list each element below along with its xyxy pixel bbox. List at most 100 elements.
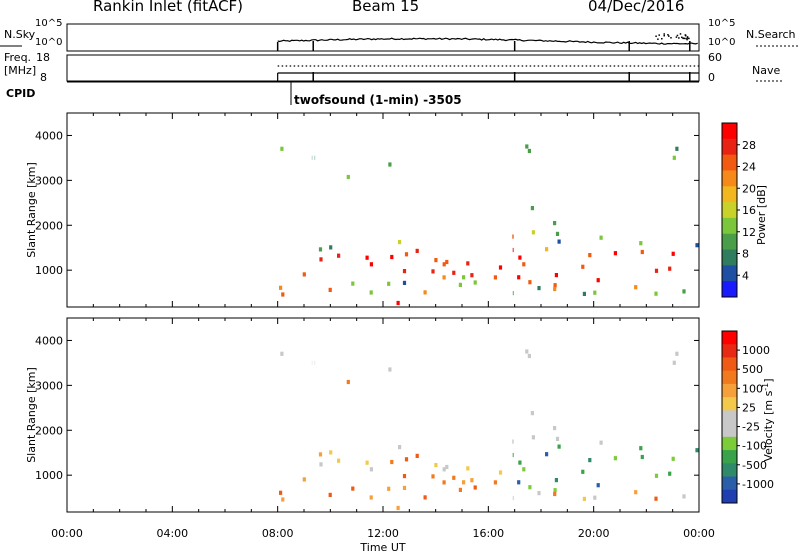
- velocity-cell: [654, 496, 658, 501]
- time-axis: 00:00 04:00 08:00 12:00 16:00 20:00 00:00: [51, 527, 715, 540]
- nsearch-dot: [685, 37, 687, 40]
- velocity-cell: [402, 485, 407, 490]
- freq-panel: [66, 54, 782, 82]
- nsearch-dot: [655, 35, 657, 37]
- velocity-cbar-swatch: [722, 397, 737, 411]
- power-cbar-swatch: [722, 265, 737, 282]
- power-cbar-swatch: [722, 170, 737, 187]
- velocity-axis: 1000 2000 3000 4000: [35, 318, 700, 512]
- velocity-cell: [553, 426, 557, 431]
- power-cbar-swatch: [722, 249, 737, 266]
- velocity-cell: [522, 467, 526, 472]
- power-cbar-label: 12: [742, 226, 756, 239]
- x-tick-label: 08:00: [262, 527, 294, 540]
- power-cbar-swatch: [722, 281, 737, 298]
- velocity-cell: [281, 497, 285, 502]
- velocity-cbar-label: 1000: [742, 344, 770, 357]
- power-cell: [415, 248, 419, 253]
- power-cell: [279, 285, 283, 290]
- nsky-tick-low: 10^0: [35, 37, 63, 48]
- x-tick-label: 16:00: [472, 527, 504, 540]
- power-cell: [553, 286, 557, 292]
- cpid-label: CPID: [6, 87, 36, 100]
- velocity-cbar-label: -500: [742, 459, 767, 472]
- velocity-ytick-label: 2000: [35, 424, 63, 437]
- velocity-cell: [528, 485, 532, 490]
- velocity-cell: [390, 459, 394, 465]
- power-cell: [634, 285, 638, 290]
- velocity-cell: [442, 480, 446, 485]
- power-cell: [302, 272, 306, 277]
- nsearch-dot: [684, 34, 687, 36]
- velocity-colorbar: 1000 500 100 25 -25 -100 -500 -1000: [721, 330, 774, 504]
- power-cell: [346, 174, 350, 180]
- velocity-cell: [302, 477, 306, 482]
- velocity-cell: [369, 467, 373, 472]
- power-cell: [398, 240, 402, 245]
- velocity-cell: [415, 453, 419, 458]
- velocity-cell: [527, 353, 531, 359]
- velocity-cell: [596, 483, 600, 488]
- power-cell: [369, 290, 373, 295]
- velocity-ytick-label: 1000: [35, 469, 63, 482]
- power-cell: [581, 264, 585, 269]
- power-cell: [402, 269, 407, 274]
- power-cell: [445, 259, 449, 265]
- velocity-cell: [337, 458, 341, 463]
- velocity-cell: [672, 360, 676, 365]
- power-cell: [281, 292, 285, 297]
- power-cbar-label: 28: [742, 139, 756, 152]
- velocity-cell: [423, 495, 427, 500]
- power-cbar-swatch: [722, 123, 737, 140]
- nsearch-dot: [663, 34, 665, 37]
- velocity-cell: [442, 467, 446, 472]
- power-cbar-label: 16: [742, 204, 756, 217]
- power-panel-frame: [66, 112, 700, 308]
- power-cell: [402, 280, 407, 285]
- power-cell: [329, 245, 333, 250]
- velocity-cell: [462, 480, 466, 485]
- velocity-cell: [640, 454, 644, 460]
- velocity-cbar-label: 100: [742, 382, 763, 395]
- velocity-cbar-label: -1000: [742, 478, 774, 491]
- velocity-cell: [545, 452, 549, 457]
- velocity-cell: [387, 486, 391, 491]
- nsearch-dot: [686, 37, 689, 39]
- nsearch-dot: [679, 33, 682, 35]
- power-cell: [518, 255, 522, 260]
- power-cell: [498, 265, 503, 270]
- velocity-cell: [517, 480, 521, 485]
- power-cbar-swatch: [722, 217, 737, 235]
- velocity-cbar-swatch: [722, 476, 737, 491]
- velocity-gap-2: [628, 319, 631, 511]
- velocity-cbar-swatch: [722, 383, 737, 398]
- velocity-cbar-swatch: [722, 357, 737, 372]
- power-cell: [517, 275, 521, 280]
- velocity-cell: [329, 450, 333, 455]
- velocity-colorbar-label: Velocity [m s-1]: [761, 378, 776, 461]
- velocity-cbar-swatch: [722, 450, 737, 464]
- velocity-cell: [369, 495, 373, 500]
- velocity-cell: [654, 473, 659, 478]
- nsearch-label: N.Search: [746, 28, 796, 41]
- freq-label: Freq.: [4, 51, 32, 64]
- velocity-cell: [634, 490, 638, 495]
- velocity-cell: [470, 478, 474, 483]
- nsearch-dot: [686, 36, 689, 38]
- nave-tick-high: 60: [708, 51, 722, 64]
- power-cell: [442, 262, 446, 267]
- velocity-cell: [525, 349, 529, 354]
- nsearch-dot: [676, 34, 679, 37]
- power-cbar-label: 8: [742, 248, 749, 261]
- velocity-cell: [404, 457, 409, 462]
- velocity-cell: [398, 445, 402, 450]
- nsearch-tick-high: 10^5: [708, 18, 736, 29]
- velocity-cell: [518, 460, 522, 465]
- power-cell: [387, 281, 391, 286]
- power-cbar-swatch: [722, 233, 737, 251]
- power-cell: [537, 286, 541, 291]
- nsearch-dot: [658, 34, 660, 36]
- velocity-cbar-swatch: [722, 463, 737, 478]
- power-cell: [599, 235, 603, 240]
